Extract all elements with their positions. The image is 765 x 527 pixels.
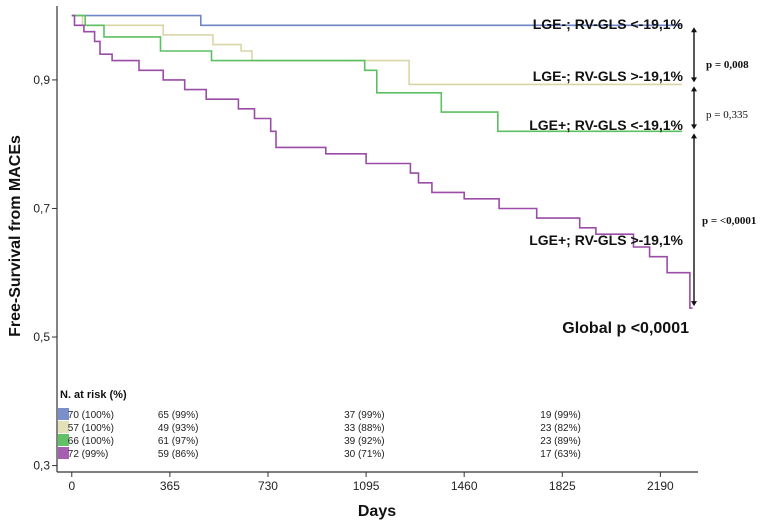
p-bracket-arrow-top [691, 86, 697, 92]
risk-cell: 37 (99%) [344, 410, 385, 421]
risk-swatch-3 [58, 434, 69, 446]
y-tick-label: 0,9 [33, 73, 50, 87]
series-label-2: LGE-; RV-GLS >-19,1% [533, 68, 684, 84]
x-axis-title: Days [358, 503, 396, 520]
x-tick-label: 0 [68, 479, 75, 493]
p-bracket-arrow-top [691, 27, 697, 33]
y-ticks: 0,3 0,5 0,7 0,9 [33, 73, 57, 473]
p-bracket-arrow-bottom [691, 124, 697, 130]
survival-curve-3 [71, 14, 682, 133]
risk-table: 70 (100%) 65 (99%) 37 (99%) 19 (99%) 57 (100… [58, 408, 581, 460]
survival-curves [71, 14, 693, 309]
risk-cell: 33 (88%) [344, 423, 385, 434]
p-value-1: p = 0,008 [706, 59, 749, 71]
p-bracket-arrow-bottom [691, 301, 697, 307]
survival-curve-2 [71, 14, 682, 86]
risk-cell: 65 (99%) [158, 410, 199, 421]
x-tick-label: 1825 [549, 479, 576, 493]
x-tick-label: 1095 [353, 479, 380, 493]
y-tick-label: 0,3 [33, 459, 50, 473]
risk-swatch-1 [58, 408, 69, 420]
risk-swatch-4 [58, 447, 69, 459]
global-p-value: Global p <0,0001 [562, 320, 689, 337]
risk-swatch-2 [58, 421, 69, 433]
risk-cell: 17 (63%) [540, 449, 581, 460]
x-tick-label: 365 [160, 479, 180, 493]
risk-cell: 61 (97%) [158, 436, 199, 447]
risk-cell: 70 (100%) [68, 410, 114, 421]
y-tick-label: 0,7 [33, 201, 50, 215]
risk-cell: 23 (89%) [540, 436, 581, 447]
risk-cell: 39 (92%) [344, 436, 385, 447]
risk-cell: 30 (71%) [344, 449, 385, 460]
risk-cell: 57 (100%) [68, 423, 114, 434]
risk-cell: 19 (99%) [540, 410, 581, 421]
p-value-3: p = <0,0001 [702, 215, 756, 227]
p-bracket-arrow-bottom [691, 77, 697, 83]
x-tick-label: 730 [258, 479, 278, 493]
risk-cell: 49 (93%) [158, 423, 199, 434]
risk-cell: 23 (82%) [540, 423, 581, 434]
risk-cell: 66 (100%) [68, 436, 114, 447]
risk-table-title: N. at risk (%) [60, 389, 127, 401]
series-label-1: LGE-; RV-GLS <-19,1% [533, 16, 684, 32]
risk-cell: 59 (86%) [158, 449, 199, 460]
p-value-2: p = 0,335 [706, 109, 748, 121]
p-value-brackets [691, 27, 697, 307]
survival-curve-1 [71, 14, 682, 27]
y-tick-label: 0,5 [33, 330, 50, 344]
risk-cell: 72 (99%) [68, 449, 109, 460]
series-label-4: LGE+; RV-GLS >-19,1% [529, 232, 683, 248]
series-label-3: LGE+; RV-GLS <-19,1% [529, 117, 683, 133]
y-axis-title: Free-Survival from MACEs [7, 135, 24, 337]
x-tick-label: 2190 [647, 479, 674, 493]
p-bracket-arrow-top [691, 133, 697, 139]
x-tick-label: 1460 [451, 479, 478, 493]
x-ticks: 0 365 730 1095 1460 1825 2190 [68, 472, 674, 493]
survival-curve-4 [71, 14, 693, 309]
